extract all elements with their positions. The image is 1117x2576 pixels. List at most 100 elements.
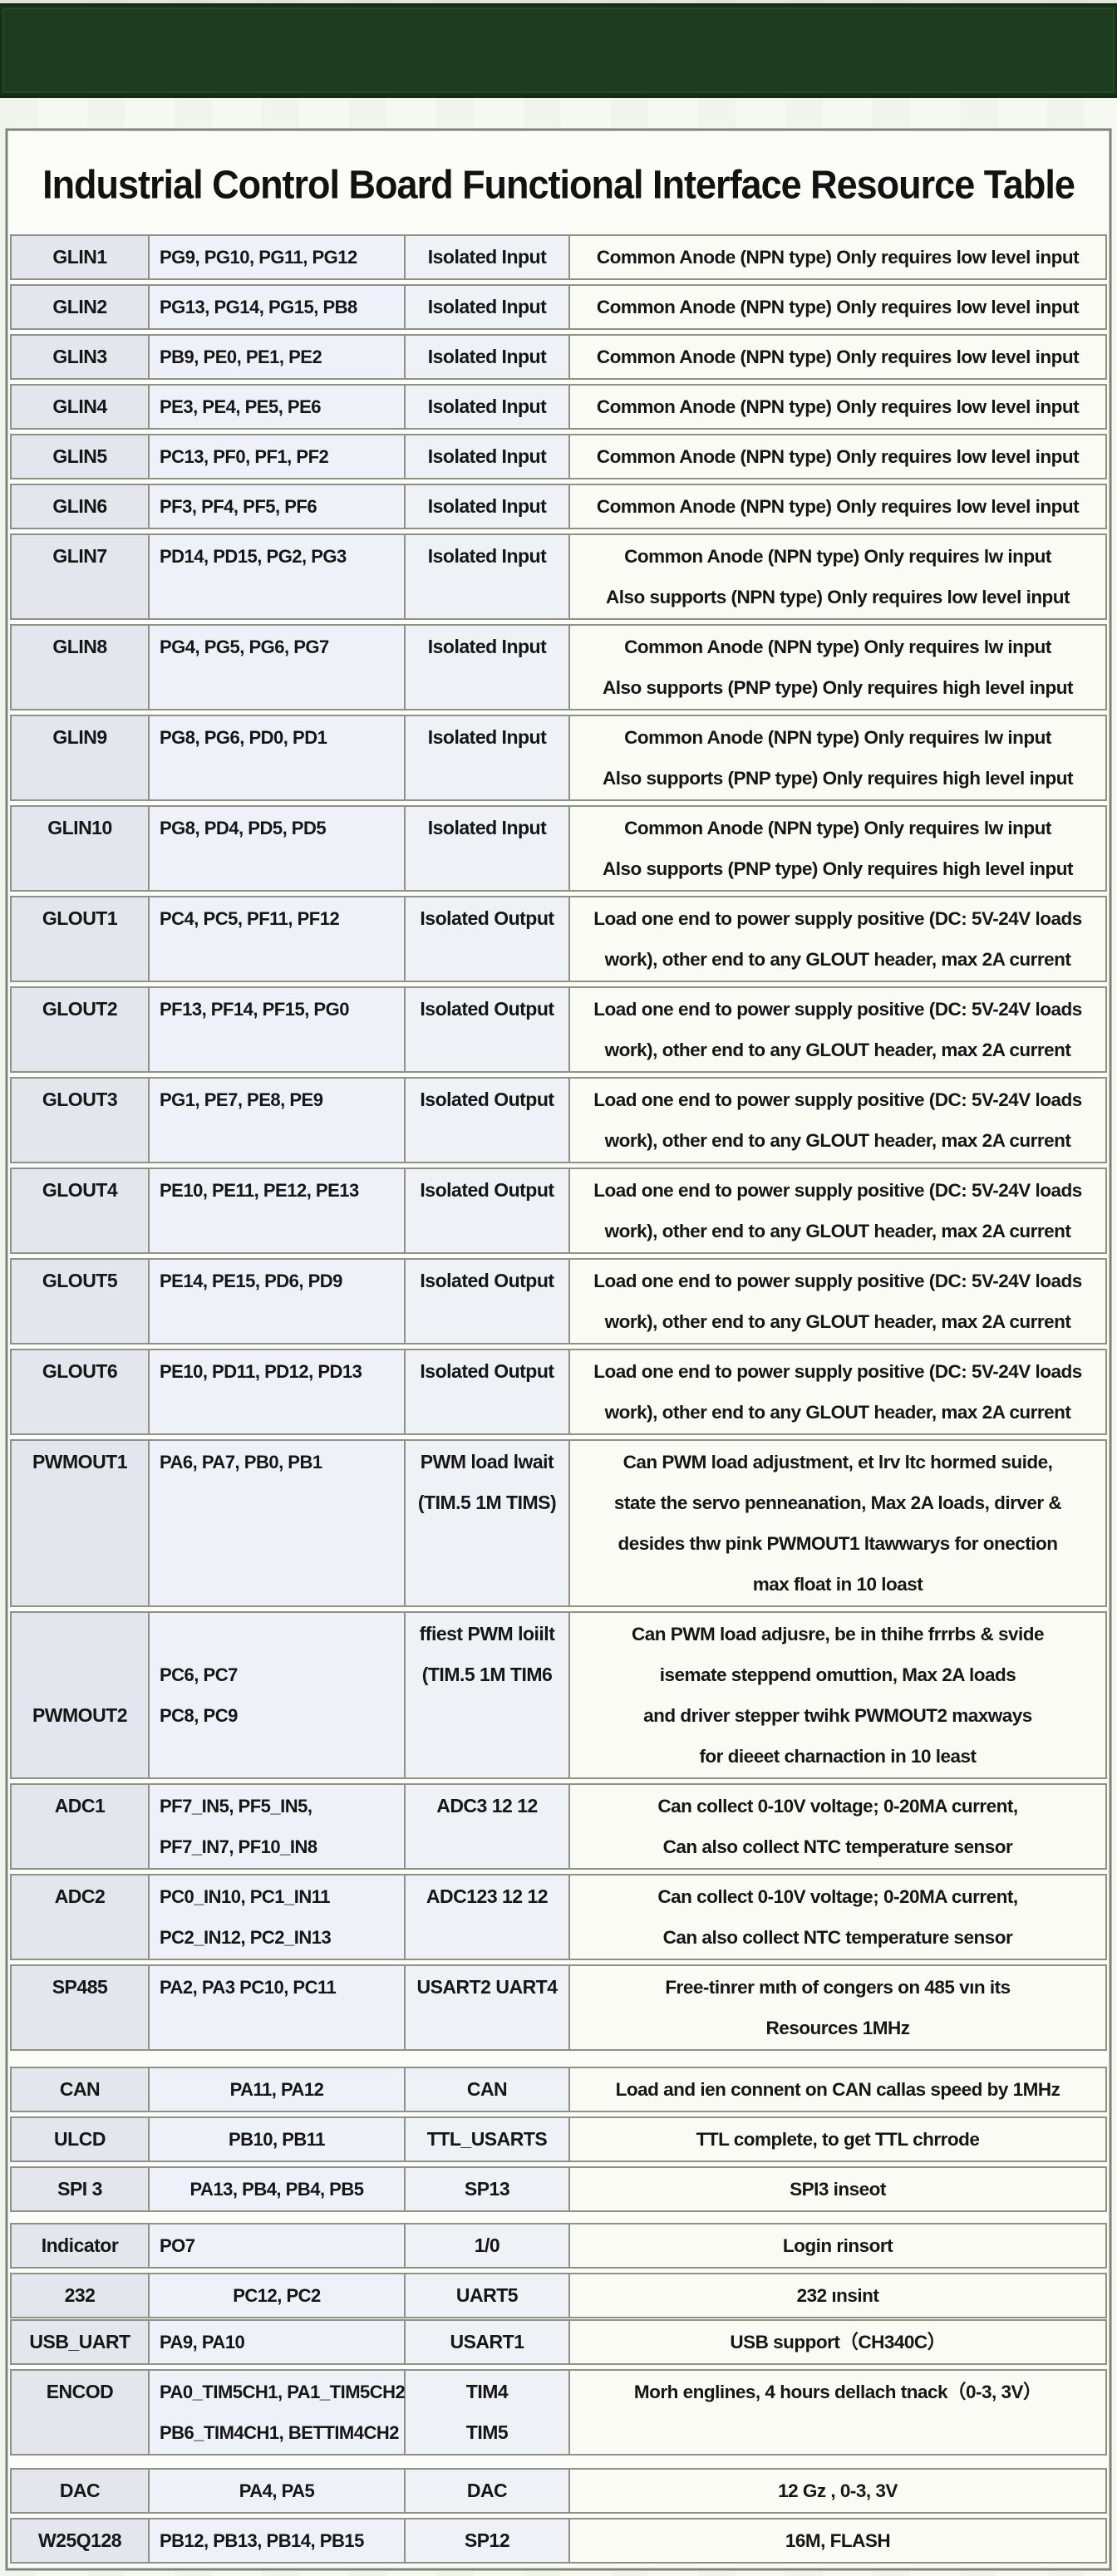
peripheral-cell: Isolated Input bbox=[406, 716, 568, 799]
pins-cell: PF3, PF4, PF5, PF6 bbox=[150, 485, 404, 528]
cell-line: Free-tinrer mıth of congers on 485 vın i… bbox=[665, 1977, 1011, 1998]
cell-line: Also supports (PNP type) Only requires h… bbox=[603, 768, 1073, 789]
cell-line: PC12, PC2 bbox=[233, 2285, 321, 2306]
cell-line: Isolated Input bbox=[427, 296, 547, 317]
cell-line: Load one end to power supply positive (D… bbox=[593, 1180, 1082, 1201]
cell-line: SP485 bbox=[52, 1976, 108, 1998]
row-label-cell: SP485 bbox=[12, 1966, 148, 2049]
peripheral-cell: Isolated Input bbox=[406, 236, 568, 278]
cell-line: Common Anode (NPN type) Only requires lo… bbox=[596, 496, 1080, 517]
cell-line: GLIN8 bbox=[52, 636, 107, 657]
cell-line: PF3, PF4, PF5, PF6 bbox=[160, 496, 317, 517]
cell-line bbox=[160, 1523, 404, 1564]
table-row-GLIN7: GLIN7 PD14, PD15, PG2, PG3 Isolated Input C… bbox=[10, 533, 1107, 620]
cell-line: 16M, FLASH bbox=[785, 2530, 891, 2551]
pins-cell: PC6, PC7 PC8, PC9 bbox=[150, 1613, 404, 1777]
description-cell: Load one end to power supply positive (D… bbox=[570, 1079, 1105, 1162]
cell-line: (TIM.5 1M TIM6 bbox=[421, 1664, 553, 1685]
description-cell: Common Anode (NPN type) Only requires lo… bbox=[570, 386, 1105, 428]
cell-line: GLOUT1 bbox=[42, 907, 118, 929]
table-row-SP485: SP485 PA2, PA3 PC10, PC11 USART2 UART4 Free… bbox=[10, 1964, 1107, 2051]
peripheral-cell: Isolated Output bbox=[406, 1260, 568, 1343]
cell-line bbox=[406, 1826, 568, 1867]
cell-line bbox=[406, 1392, 568, 1433]
pins-cell: PB9, PE0, PE1, PE2 bbox=[150, 336, 404, 378]
row-label-cell: GLIN8 bbox=[12, 626, 148, 709]
description-cell: Load one end to power supply positive (D… bbox=[570, 1350, 1105, 1433]
cell-line bbox=[160, 577, 404, 617]
cell-line bbox=[406, 1030, 568, 1070]
cell-line: DAC bbox=[59, 2480, 101, 2501]
cell-line bbox=[160, 1482, 404, 1523]
cell-line: Common Anode (NPN type) Only requires lw… bbox=[624, 546, 1051, 567]
cell-line bbox=[160, 848, 404, 889]
table-row-GLIN10: GLIN10 PG8, PD4, PD5, PD5 Isolated Input Co… bbox=[10, 805, 1107, 892]
cell-line: GLIN4 bbox=[52, 396, 107, 417]
cell-line: Also supports (PNP type) Only requires h… bbox=[603, 858, 1073, 879]
description-cell: Can collect 0-10V voltage; 0-20MA curren… bbox=[570, 1785, 1105, 1868]
cell-line: PD14, PD15, PG2, PG3 bbox=[160, 546, 347, 567]
cell-line bbox=[160, 1614, 404, 1654]
cell-line bbox=[406, 1917, 568, 1958]
description-cell: Common Anode (NPN type) Only requires lo… bbox=[570, 336, 1105, 378]
peripheral-cell: Isolated Input bbox=[406, 435, 568, 478]
cell-line: Load one end to power supply positive (D… bbox=[593, 1361, 1082, 1382]
description-cell: Common Anode (NPN type) Only requires lw… bbox=[570, 807, 1105, 890]
cell-line bbox=[406, 1736, 568, 1777]
peripheral-cell: ADC3 12 12 bbox=[406, 1785, 568, 1868]
row-label-cell: GLIN2 bbox=[12, 286, 148, 328]
pins-cell: PB12, PB13, PB14, PB15 bbox=[150, 2519, 404, 2562]
description-cell: SPI3 inseot bbox=[570, 2168, 1105, 2210]
cell-line: Common Anode (NPN type) Only requires lo… bbox=[596, 297, 1080, 317]
peripheral-cell: Isolated Input bbox=[406, 485, 568, 528]
cell-line: PA13, PB4, PB4, PB5 bbox=[189, 2179, 364, 2200]
cell-line: for dieeet charnaction in 10 least bbox=[699, 1746, 977, 1767]
cell-line: 12 Gz , 0-3, 3V bbox=[778, 2480, 898, 2501]
pins-cell: PA9, PA10 bbox=[150, 2321, 404, 2363]
description-cell: Common Anode (NPN type) Only requires lw… bbox=[570, 626, 1105, 709]
cell-line: Also supports (PNP type) Only requires h… bbox=[603, 677, 1073, 698]
row-label-cell: GLIN5 bbox=[12, 435, 148, 478]
peripheral-cell: Isolated Input bbox=[406, 535, 568, 618]
table-row-GLOUT6: GLOUT6 PE10, PD11, PD12, PD13 Isolated Out… bbox=[10, 1349, 1107, 1435]
description-cell: Morh englines, 4 hours dellach tnack（0-3… bbox=[570, 2371, 1105, 2454]
cell-line: GLOUT4 bbox=[42, 1179, 118, 1201]
cell-line: PG4, PG5, PG6, PG7 bbox=[160, 637, 329, 657]
cell-line: SPI3 inseot bbox=[790, 2179, 886, 2200]
peripheral-cell: ffiest PWM loiilt (TIM.5 1M TIM6 bbox=[406, 1613, 568, 1777]
pins-cell: PG8, PG6, PD0, PD1 bbox=[150, 716, 404, 799]
cell-line: PA6, PA7, PB0, PB1 bbox=[160, 1452, 322, 1472]
cell-line bbox=[12, 758, 148, 799]
cell-line: Load one end to power supply positive (D… bbox=[593, 1271, 1082, 1291]
cell-line: PC13, PF0, PF1, PF2 bbox=[160, 446, 329, 467]
table-row-W25Q128: W25Q128 PB12, PB13, PB14, PB15 SP12 16M, FL… bbox=[10, 2518, 1107, 2564]
peripheral-cell: Isolated Input bbox=[406, 807, 568, 890]
row-label-cell: ADC2 bbox=[12, 1875, 148, 1959]
cell-line bbox=[160, 1120, 404, 1161]
table-row-GLIN5: GLIN5 PC13, PF0, PF1, PF2 Isolated Input Co… bbox=[10, 434, 1107, 479]
cell-line: PC6, PC7 bbox=[160, 1664, 238, 1685]
cell-line: Login rinsort bbox=[782, 2235, 893, 2256]
cell-line: PE3, PE4, PE5, PE6 bbox=[160, 396, 322, 417]
pins-cell: PC0_IN10, PC1_IN11 PC2_IN12, PC2_IN13 bbox=[150, 1875, 404, 1959]
cell-line bbox=[406, 1211, 568, 1251]
cell-line: Isolated Input bbox=[427, 817, 547, 838]
cell-line: Also supports (NPN type) Only requires l… bbox=[605, 587, 1070, 607]
row-label-cell: DAC bbox=[12, 2470, 148, 2512]
row-label-cell: W25Q128 bbox=[12, 2519, 148, 2562]
cell-line: Resources 1MHz bbox=[765, 2018, 910, 2038]
pins-cell: PG8, PD4, PD5, PD5 bbox=[150, 807, 404, 890]
cell-line: Isolated Input bbox=[427, 346, 547, 367]
pins-cell: PE3, PE4, PE5, PE6 bbox=[150, 386, 404, 428]
table-row-GLOUT1: GLOUT1 PC4, PC5, PF11, PF12 Isolated Outpu… bbox=[10, 896, 1107, 982]
cell-line: work), other end to any GLOUT header, ma… bbox=[604, 1221, 1071, 1241]
cell-line: Load one end to power supply positive (D… bbox=[593, 908, 1082, 929]
pins-cell: PF13, PF14, PF15, PG0 bbox=[150, 988, 404, 1071]
row-label-cell: PWMOUT1 bbox=[12, 1441, 148, 1605]
cell-line: PA4, PA5 bbox=[239, 2480, 315, 2501]
row-label-cell: GLOUT4 bbox=[12, 1169, 148, 1252]
table-row-GLIN3: GLIN3 PB9, PE0, PE1, PE2 Isolated Input Com… bbox=[10, 334, 1107, 380]
description-cell: 16M, FLASH bbox=[570, 2519, 1105, 2562]
row-label-cell: GLOUT3 bbox=[12, 1079, 148, 1162]
cell-line bbox=[12, 848, 148, 889]
